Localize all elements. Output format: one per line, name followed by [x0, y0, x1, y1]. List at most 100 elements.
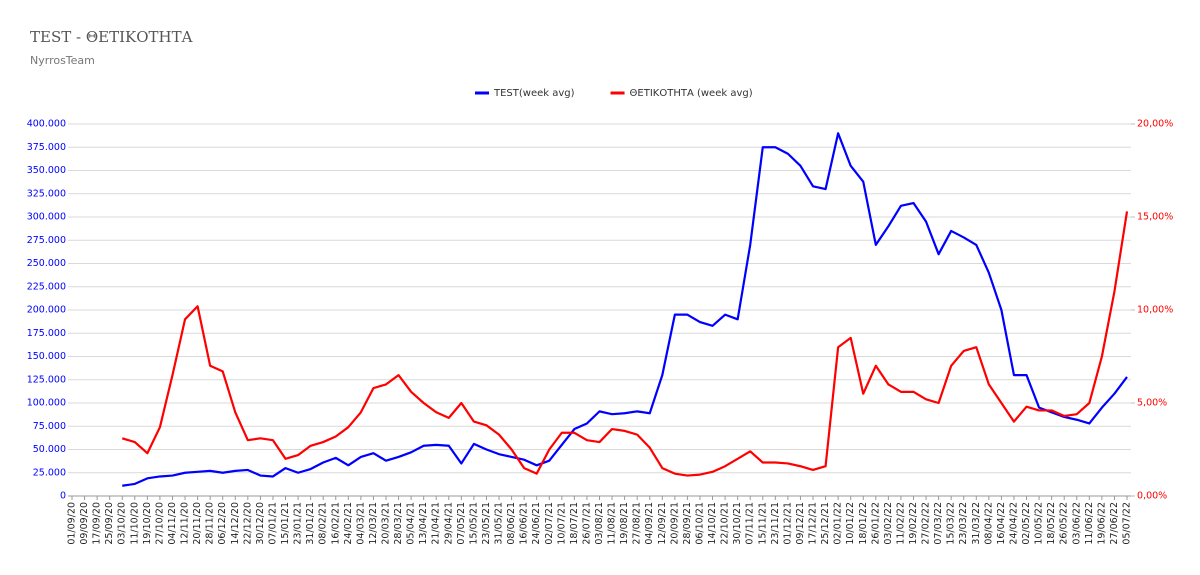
y-tick-label: 400.000: [27, 119, 66, 130]
y2-tick-label: 15,00%: [1137, 212, 1173, 223]
x-tick-label: 28/03/21: [393, 502, 404, 545]
x-tick-label: 09/09/20: [79, 502, 90, 545]
x-tick-label: 09/12/21: [795, 502, 806, 545]
x-tick-label: 15/03/22: [946, 502, 957, 545]
y-tick-label: 300.000: [27, 212, 66, 223]
x-tick-label: 10/05/22: [1034, 502, 1045, 545]
x-tick-label: 16/02/21: [330, 502, 341, 545]
x-tick-label: 20/09/21: [669, 502, 680, 545]
x-tick-label: 15/11/21: [757, 502, 768, 545]
x-tick-label: 11/10/20: [129, 502, 140, 545]
x-tick-label: 08/04/22: [983, 502, 994, 545]
x-tick-label: 02/07/21: [544, 502, 555, 545]
series-line: [121, 211, 1129, 477]
x-tick-label: 03/02/22: [883, 502, 894, 545]
y2-tick-label: 20,00%: [1137, 119, 1173, 130]
x-tick-label: 28/11/20: [205, 502, 216, 545]
x-tick-label: 11/02/22: [895, 502, 906, 545]
x-tick-label: 31/01/21: [305, 502, 316, 545]
x-tick-label: 14/10/21: [707, 502, 718, 545]
x-tick-label: 20/03/21: [380, 502, 391, 545]
x-tick-label: 03/08/21: [594, 502, 605, 545]
x-tick-label: 02/01/22: [833, 502, 844, 545]
x-tick-label: 07/11/21: [745, 502, 756, 545]
x-tick-label: 27/10/20: [154, 502, 165, 545]
y-tick-label: 325.000: [27, 188, 66, 199]
x-tick-label: 24/02/21: [343, 502, 354, 545]
x-tick-label: 18/05/22: [1046, 502, 1057, 545]
x-tick-label: 30/10/21: [732, 502, 743, 545]
x-tick-label: 24/06/21: [531, 502, 542, 545]
x-tick-label: 25/12/21: [820, 502, 831, 545]
x-tick-label: 05/04/21: [406, 502, 417, 545]
x-tick-label: 06/12/20: [217, 502, 228, 545]
x-tick-label: 07/05/21: [456, 502, 467, 545]
x-tick-label: 06/10/21: [694, 502, 705, 545]
x-tick-label: 30/12/20: [255, 502, 266, 545]
y-tick-label: 175.000: [27, 328, 66, 339]
y-tick-label: 75.000: [33, 421, 66, 432]
y-tick-label: 25.000: [33, 467, 66, 478]
x-tick-label: 24/04/22: [1008, 502, 1019, 545]
x-tick-label: 23/03/22: [958, 502, 969, 545]
x-tick-label: 23/01/21: [293, 502, 304, 545]
x-tick-label: 19/06/22: [1096, 502, 1107, 545]
x-tick-label: 14/12/20: [230, 502, 241, 545]
x-tick-label: 19/10/20: [142, 502, 153, 545]
x-tick-label: 11/08/21: [607, 502, 618, 545]
x-tick-label: 19/08/21: [619, 502, 630, 545]
x-tick-label: 18/07/21: [569, 502, 580, 545]
chart-title: TEST - ΘΕΤΙΚΟΤΗΤΑ: [30, 28, 193, 46]
x-tick-label: 17/09/20: [92, 502, 103, 545]
x-tick-label: 18/01/22: [858, 502, 869, 545]
x-tick-label: 26/01/22: [870, 502, 881, 545]
x-tick-label: 11/06/22: [1084, 502, 1095, 545]
x-tick-label: 22/10/21: [720, 502, 731, 545]
x-tick-label: 10/01/22: [845, 502, 856, 545]
x-tick-label: 01/09/20: [67, 502, 78, 545]
x-tick-label: 04/03/21: [355, 502, 366, 545]
x-tick-label: 22/12/20: [242, 502, 253, 545]
x-tick-label: 20/11/20: [192, 502, 203, 545]
x-tick-label: 31/03/22: [971, 502, 982, 545]
x-tick-label: 03/06/22: [1071, 502, 1082, 545]
x-tick-label: 25/09/20: [104, 502, 115, 545]
x-tick-label: 08/02/21: [318, 502, 329, 545]
series-line: [122, 132, 1128, 487]
x-tick-label: 12/03/21: [368, 502, 379, 545]
y-tick-label: 225.000: [27, 281, 66, 292]
x-tick-label: 28/09/21: [682, 502, 693, 545]
x-tick-label: 27/06/22: [1109, 502, 1120, 545]
x-tick-label: 07/03/22: [933, 502, 944, 545]
legend-label: TEST(week avg): [493, 88, 575, 99]
y2-tick-label: 5,00%: [1137, 398, 1167, 409]
x-tick-label: 26/07/21: [581, 502, 592, 545]
x-tick-label: 12/09/21: [657, 502, 668, 545]
x-tick-label: 27/02/22: [921, 502, 932, 545]
x-tick-label: 13/04/21: [418, 502, 429, 545]
x-tick-label: 15/01/21: [280, 502, 291, 545]
x-tick-label: 08/06/21: [506, 502, 517, 545]
legend-label: ΘΕΤΙΚΟΤΗΤΑ (week avg): [630, 88, 753, 99]
x-tick-label: 04/09/21: [644, 502, 655, 545]
x-tick-label: 16/06/21: [519, 502, 530, 545]
x-tick-label: 04/11/20: [167, 502, 178, 545]
x-tick-label: 01/12/21: [782, 502, 793, 545]
x-tick-label: 23/11/21: [770, 502, 781, 545]
x-tick-label: 26/05/22: [1059, 502, 1070, 545]
y-tick-label: 250.000: [27, 258, 66, 269]
y-tick-label: 150.000: [27, 351, 66, 362]
x-tick-label: 15/05/21: [468, 502, 479, 545]
x-tick-label: 02/05/22: [1021, 502, 1032, 545]
x-tick-label: 16/04/22: [996, 502, 1007, 545]
y2-tick-label: 10,00%: [1137, 305, 1173, 316]
y-tick-label: 125.000: [27, 374, 66, 385]
y-tick-label: 100.000: [27, 398, 66, 409]
y2-tick-label: 0,00%: [1137, 491, 1167, 502]
y-tick-label: 350.000: [27, 165, 66, 176]
x-tick-label: 23/05/21: [481, 502, 492, 545]
x-tick-label: 31/05/21: [494, 502, 505, 545]
x-tick-label: 27/08/21: [632, 502, 643, 545]
x-tick-label: 03/10/20: [117, 502, 128, 545]
y-tick-label: 375.000: [27, 142, 66, 153]
